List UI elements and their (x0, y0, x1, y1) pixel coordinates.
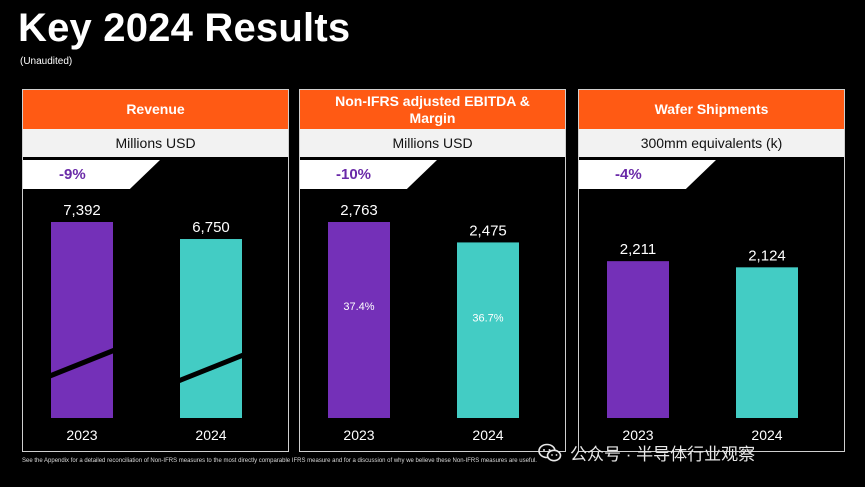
wafer-panel: 2,211 2023 2,124 2024 Wafer Shipments 300mm… (578, 89, 845, 452)
ebitda-panel: 2,763 2023 37.4% 2,475 2024 36.7% Non-IFRS ad… (299, 89, 566, 452)
bar-2023 (328, 222, 390, 418)
panel-unit: Millions USD (23, 129, 288, 157)
panel-header: Non-IFRS adjusted EBITDA & Margin (300, 90, 565, 129)
bar-value-label: 2,211 (620, 241, 656, 258)
page-title: Key 2024 Results (18, 6, 351, 50)
panel-header: Revenue (23, 90, 288, 129)
revenue-chart: 7,392 2023 6,750 2024 (46, 202, 247, 443)
bar-2024 (736, 267, 798, 418)
bar-value-label: 2,763 (340, 202, 378, 219)
bar-value-label: 7,392 (63, 202, 101, 219)
watermark-text: 公众号 · 半导体行业观察 (570, 445, 756, 464)
bar-value-label: 2,475 (469, 222, 507, 239)
bar-value-label: 6,750 (192, 219, 230, 236)
category-label: 2023 (66, 427, 97, 443)
ebitda-chart: 2,763 2023 37.4% 2,475 2024 36.7% (328, 202, 519, 443)
bar-2023 (607, 261, 669, 418)
category-label: 2024 (472, 427, 503, 443)
bar-value-label: 2,124 (748, 247, 786, 264)
margin-label: 37.4% (343, 301, 374, 313)
margin-label: 36.7% (472, 312, 503, 324)
wafer-chart: 2,211 2023 2,124 2024 (607, 241, 798, 443)
bar-2024 (180, 239, 242, 418)
wechat-icon (538, 443, 562, 461)
watermark: 公众号 · 半导体行业观察 (538, 440, 755, 465)
panel-header: Wafer Shipments (579, 90, 844, 129)
bar-2023 (51, 222, 113, 418)
bar-2024 (457, 242, 519, 418)
revenue-panel: 7,392 2023 6,750 2024 Revenue Millions USD … (22, 89, 289, 452)
category-label: 2023 (343, 427, 374, 443)
panel-unit: 300mm equivalents (k) (579, 129, 844, 157)
category-label: 2024 (751, 427, 782, 443)
footnote: See the Appendix for a detailed reconcil… (22, 458, 537, 464)
page-subtitle: (Unaudited) (20, 56, 73, 67)
category-label: 2023 (622, 427, 653, 443)
category-label: 2024 (195, 427, 226, 443)
panel-unit: Millions USD (300, 129, 565, 157)
axis-break-line (175, 351, 247, 385)
axis-break-line (46, 346, 118, 380)
